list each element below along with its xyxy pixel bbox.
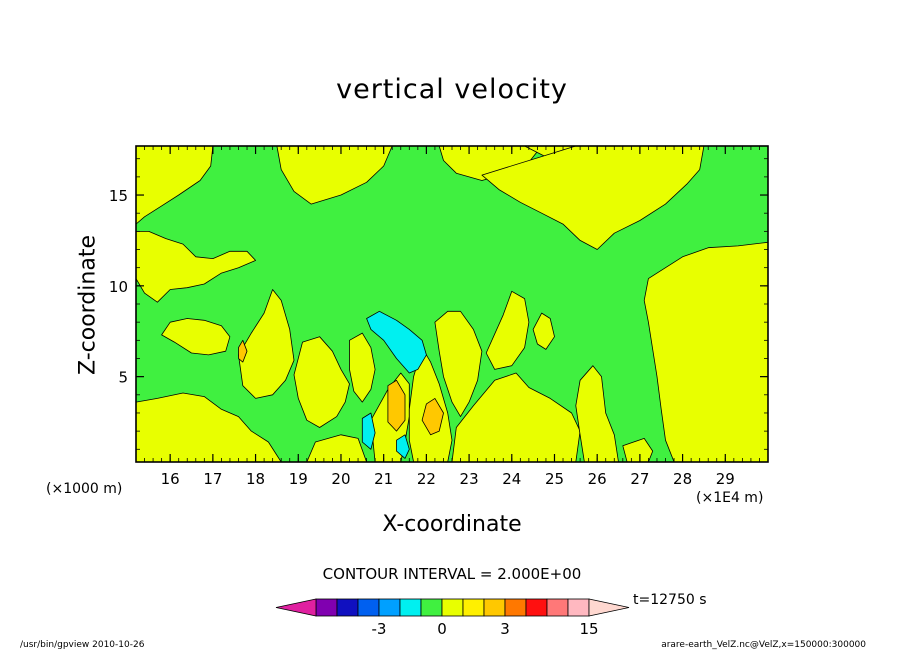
contour-regions [136, 146, 768, 462]
contour-region-9 [136, 392, 282, 462]
colorbar-label-0: -3 [372, 620, 387, 638]
contour-region-25 [421, 397, 444, 436]
contour-region-21 [366, 310, 427, 374]
x-tick-label-25: 25 [545, 470, 564, 488]
x-tick-label-29: 29 [716, 470, 735, 488]
contour-region-1 [276, 146, 393, 205]
colorbar-segment-2 [357, 598, 380, 617]
colorbar-segment-11 [546, 598, 569, 617]
colorbar-label-1: 0 [437, 620, 447, 638]
axes: 16 17 18 19 20 21 22 23 24 25 26 27 28 29 5 10 15 [109, 145, 769, 488]
contour-region-10 [293, 336, 350, 428]
x-tick-label-27: 27 [630, 470, 649, 488]
x-unit-left: (×1000 m) [46, 481, 123, 497]
colorbar-segment-1 [336, 598, 359, 617]
contour-region-6 [643, 241, 768, 462]
contour-region-23 [396, 434, 410, 459]
contour-region-15 [434, 310, 483, 418]
chart-title: vertical velocity [336, 74, 568, 105]
contour-region-16 [451, 372, 581, 462]
colorbar-segment-0 [315, 598, 338, 617]
contour-region-24 [387, 379, 406, 432]
colorbar: -3 0 3 15 [275, 598, 630, 638]
x-tick-label-23: 23 [460, 470, 479, 488]
colorbar-segment-3 [378, 598, 401, 617]
contour-region-5 [136, 230, 257, 303]
plot-area [136, 146, 768, 462]
colorbar-segment-10 [525, 598, 548, 617]
x-tick-label-17: 17 [203, 470, 222, 488]
y-tick-label-5: 5 [118, 369, 128, 387]
colorbar-segment-4 [399, 598, 422, 617]
contour-region-4 [481, 146, 705, 250]
contour-region-8 [238, 289, 295, 399]
colorbar-segment-6 [441, 598, 464, 617]
contour-region-20 [622, 437, 654, 462]
contour-region-11 [306, 434, 368, 462]
contour-region-26 [238, 339, 248, 363]
y-axis-label: Z-coordinate [75, 235, 101, 375]
colorbar-label-2: 3 [500, 620, 510, 638]
footer-left: /usr/bin/gpview 2010-10-26 [20, 640, 145, 650]
x-axis-label: X-coordinate [382, 512, 522, 537]
contour-region-12 [349, 332, 376, 403]
contour-region-7 [161, 318, 231, 356]
time-label: t=12750 s [633, 592, 707, 608]
footer-right: arare-earth_VelZ.nc@VelZ,x=150000:300000 [661, 640, 866, 650]
x-tick-label-19: 19 [289, 470, 308, 488]
colorbar-segment-8 [483, 598, 506, 617]
x-tick-label-18: 18 [246, 470, 265, 488]
x-tick-label-20: 20 [331, 470, 350, 488]
contour-interval-label: CONTOUR INTERVAL = 2.000E+00 [322, 565, 582, 583]
colorbar-arrow-high [588, 598, 630, 617]
x-tick-label-28: 28 [673, 470, 692, 488]
x-tick-label-16: 16 [161, 470, 180, 488]
colorbar-arrow-low [275, 598, 317, 617]
contour-region-19 [575, 365, 619, 462]
colorbar-segment-7 [462, 598, 485, 617]
colorbar-segment-12 [567, 598, 590, 617]
x-tick-label-21: 21 [374, 470, 393, 488]
contour-region-18 [532, 312, 555, 350]
x-tick-label-26: 26 [588, 470, 607, 488]
y-tick-label-10: 10 [109, 278, 128, 296]
colorbar-segment-5 [420, 598, 443, 617]
x-tick-label-22: 22 [417, 470, 436, 488]
contour-region-0 [136, 146, 214, 225]
colorbar-segment-9 [504, 598, 527, 617]
contour-region-22 [361, 412, 376, 450]
contour-region-17 [485, 290, 530, 370]
y-tick-label-15: 15 [109, 187, 128, 205]
colorbar-label-3: 15 [579, 620, 598, 638]
x-unit-right: (×1E4 m) [696, 490, 764, 506]
x-tick-label-24: 24 [502, 470, 521, 488]
